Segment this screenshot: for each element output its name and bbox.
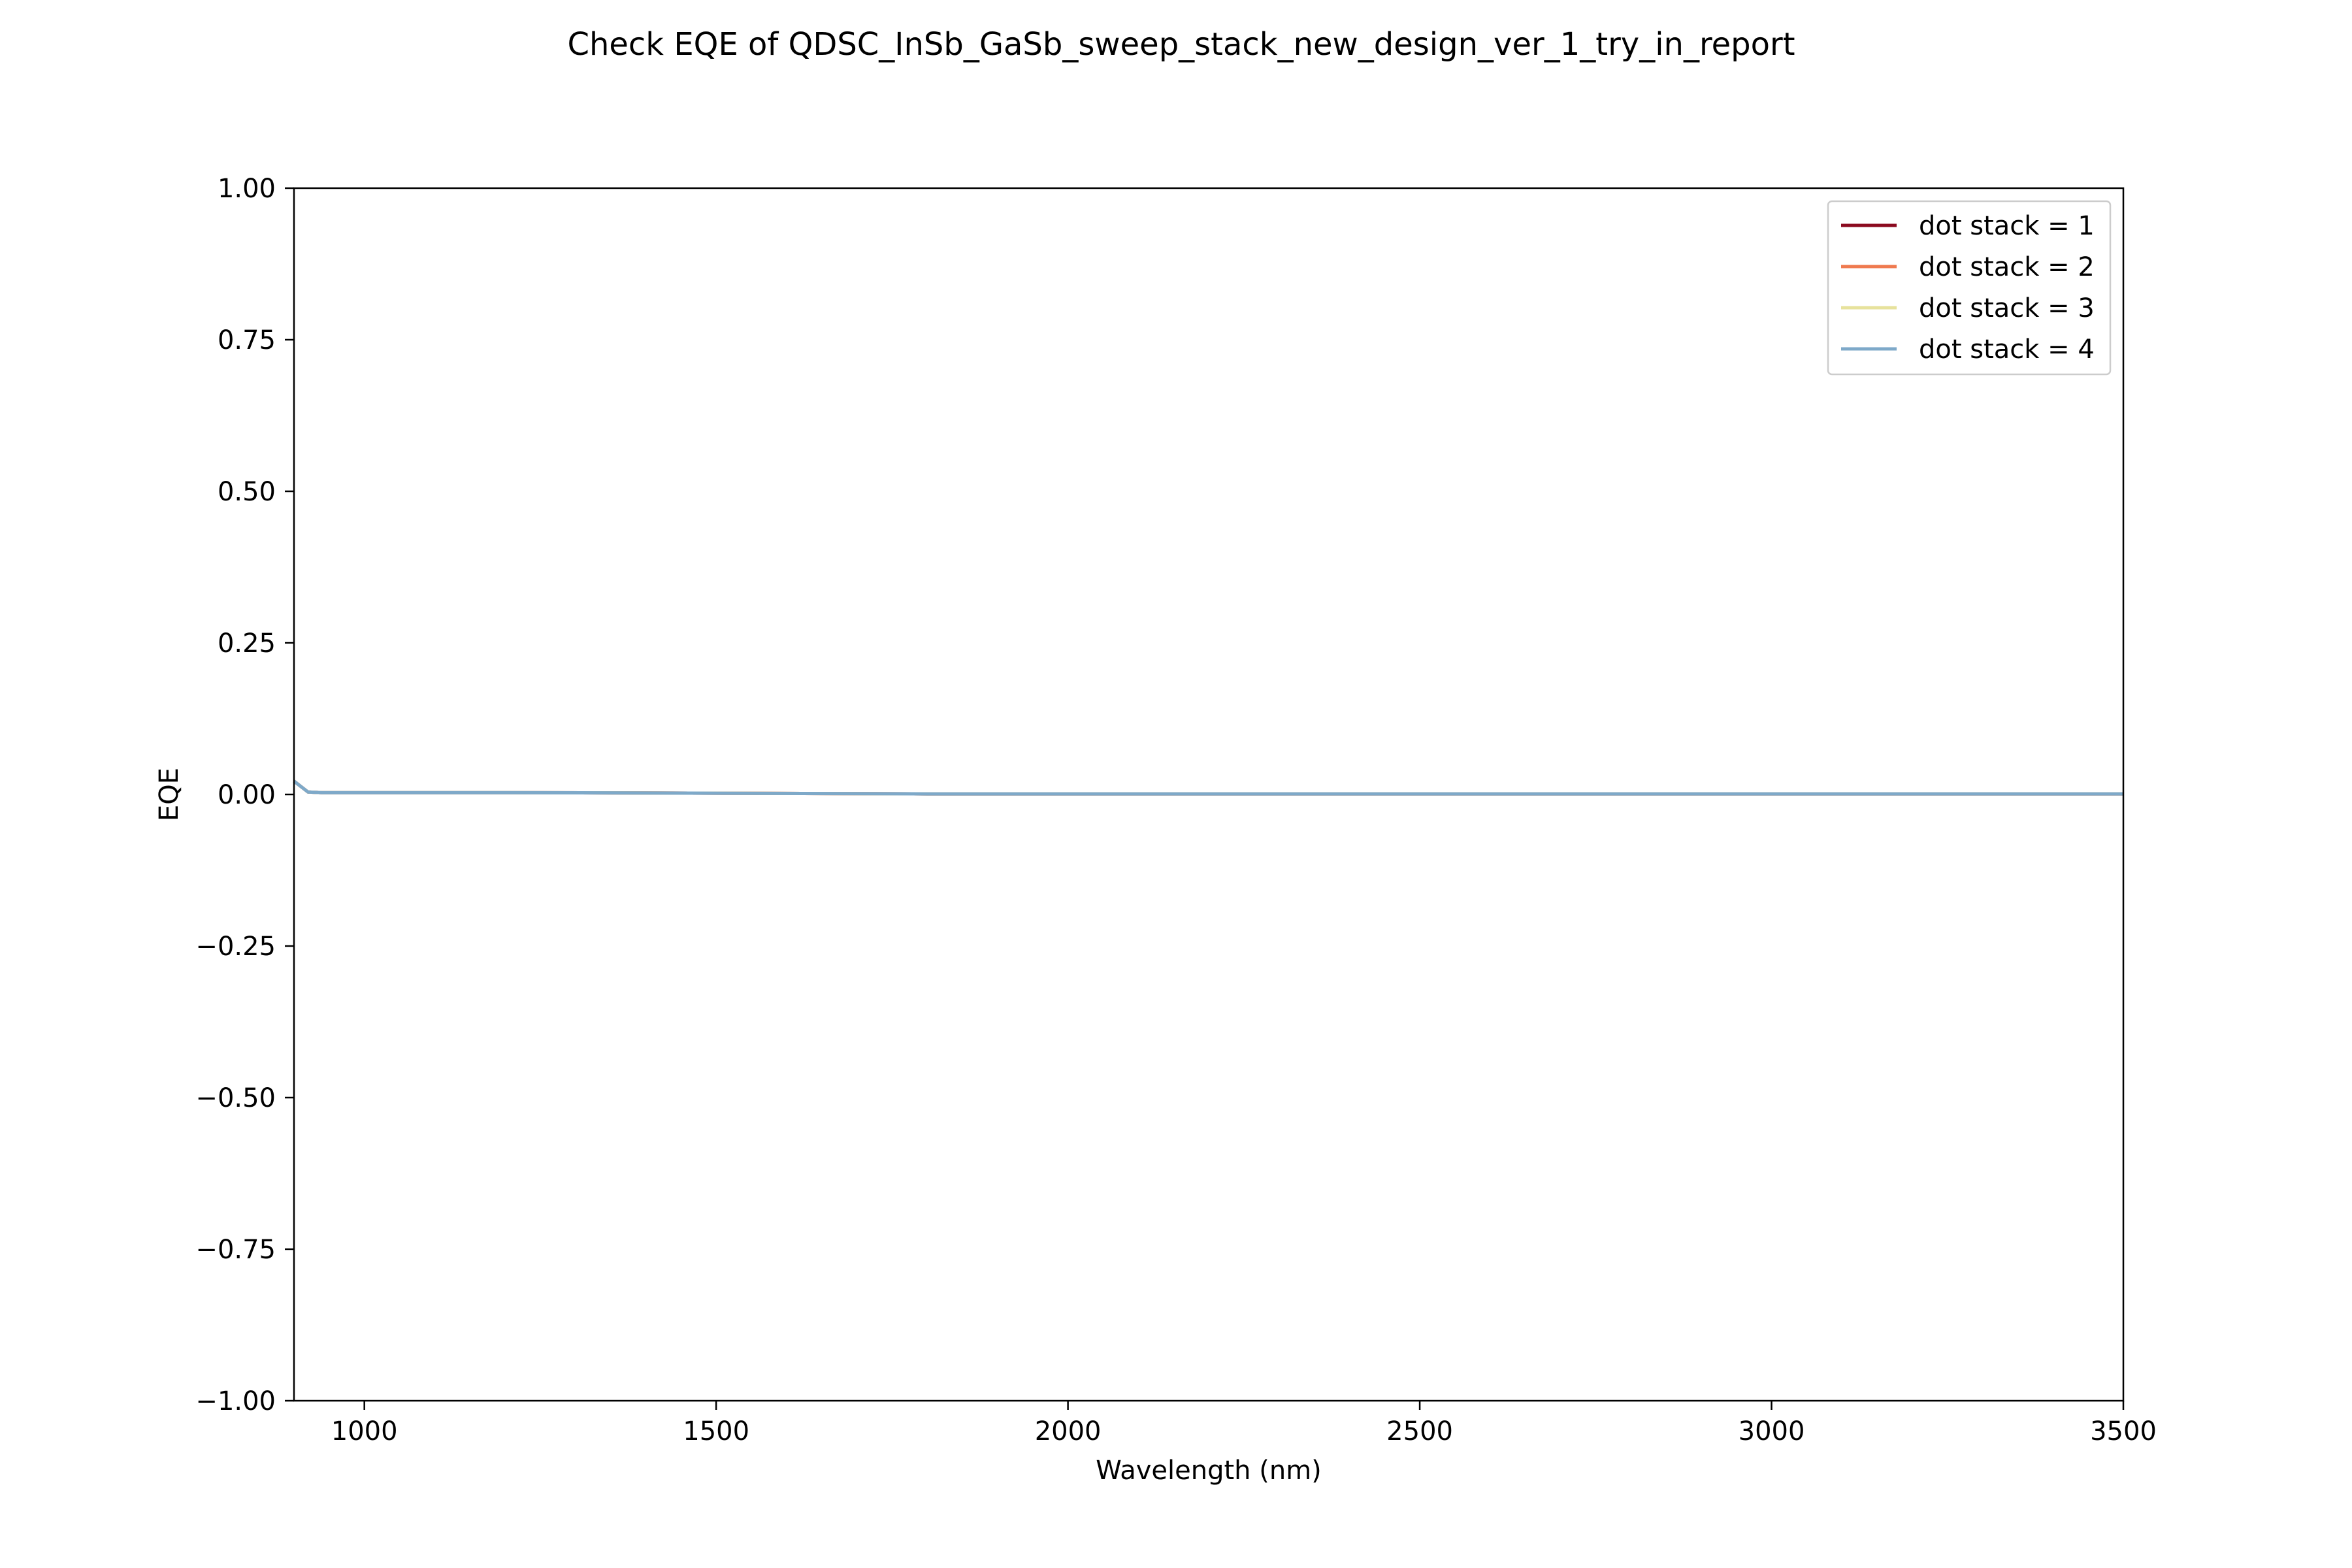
x-tick-label: 3500 (2090, 1416, 2157, 1446)
x-tick-label: 1500 (683, 1416, 749, 1446)
legend-frame (1827, 200, 2112, 376)
series-lines (293, 779, 2123, 796)
y-tick-label: 0.00 (218, 780, 276, 810)
y-tick-label: −0.75 (195, 1235, 276, 1265)
x-tick-label: 3000 (1739, 1416, 1805, 1446)
y-tick-label: −1.00 (195, 1386, 276, 1416)
y-axis-label: EQE (154, 768, 184, 821)
x-axis-label: Wavelength (nm) (1096, 1456, 1322, 1486)
legend: dot stack = 1 dot stack = 2 dot stack = 3 d… (1827, 200, 2112, 376)
legend-label-2: dot stack = 2 (1919, 252, 2095, 282)
legend-label-3: dot stack = 3 (1919, 293, 2095, 323)
y-tick-label: 0.25 (218, 629, 276, 659)
y-tick-label: 0.50 (218, 477, 276, 507)
x-axis-ticks: 1000 1500 2000 2500 3000 3500 (331, 1401, 2157, 1446)
y-tick-label: −0.50 (195, 1083, 276, 1113)
x-tick-label: 1000 (331, 1416, 398, 1446)
x-tick-label: 2500 (1386, 1416, 1453, 1446)
chart-title: Check EQE of QDSC_InSb_GaSb_sweep_stack_… (567, 26, 1795, 63)
legend-label-4: dot stack = 4 (1919, 335, 2095, 365)
series-line-4 (293, 779, 2123, 796)
y-tick-label: 1.00 (218, 174, 276, 204)
legend-label-1: dot stack = 1 (1919, 211, 2095, 241)
y-tick-label: −0.25 (195, 932, 276, 962)
y-tick-label: 0.75 (218, 325, 276, 355)
x-tick-label: 2000 (1035, 1416, 1102, 1446)
y-axis-ticks: 1.00 0.75 0.50 0.25 0.00 −0.25 −0.50 −0.75 −1.00 (195, 174, 294, 1416)
legend-entries: dot stack = 1 dot stack = 2 dot stack = 3 d… (1841, 211, 2095, 365)
